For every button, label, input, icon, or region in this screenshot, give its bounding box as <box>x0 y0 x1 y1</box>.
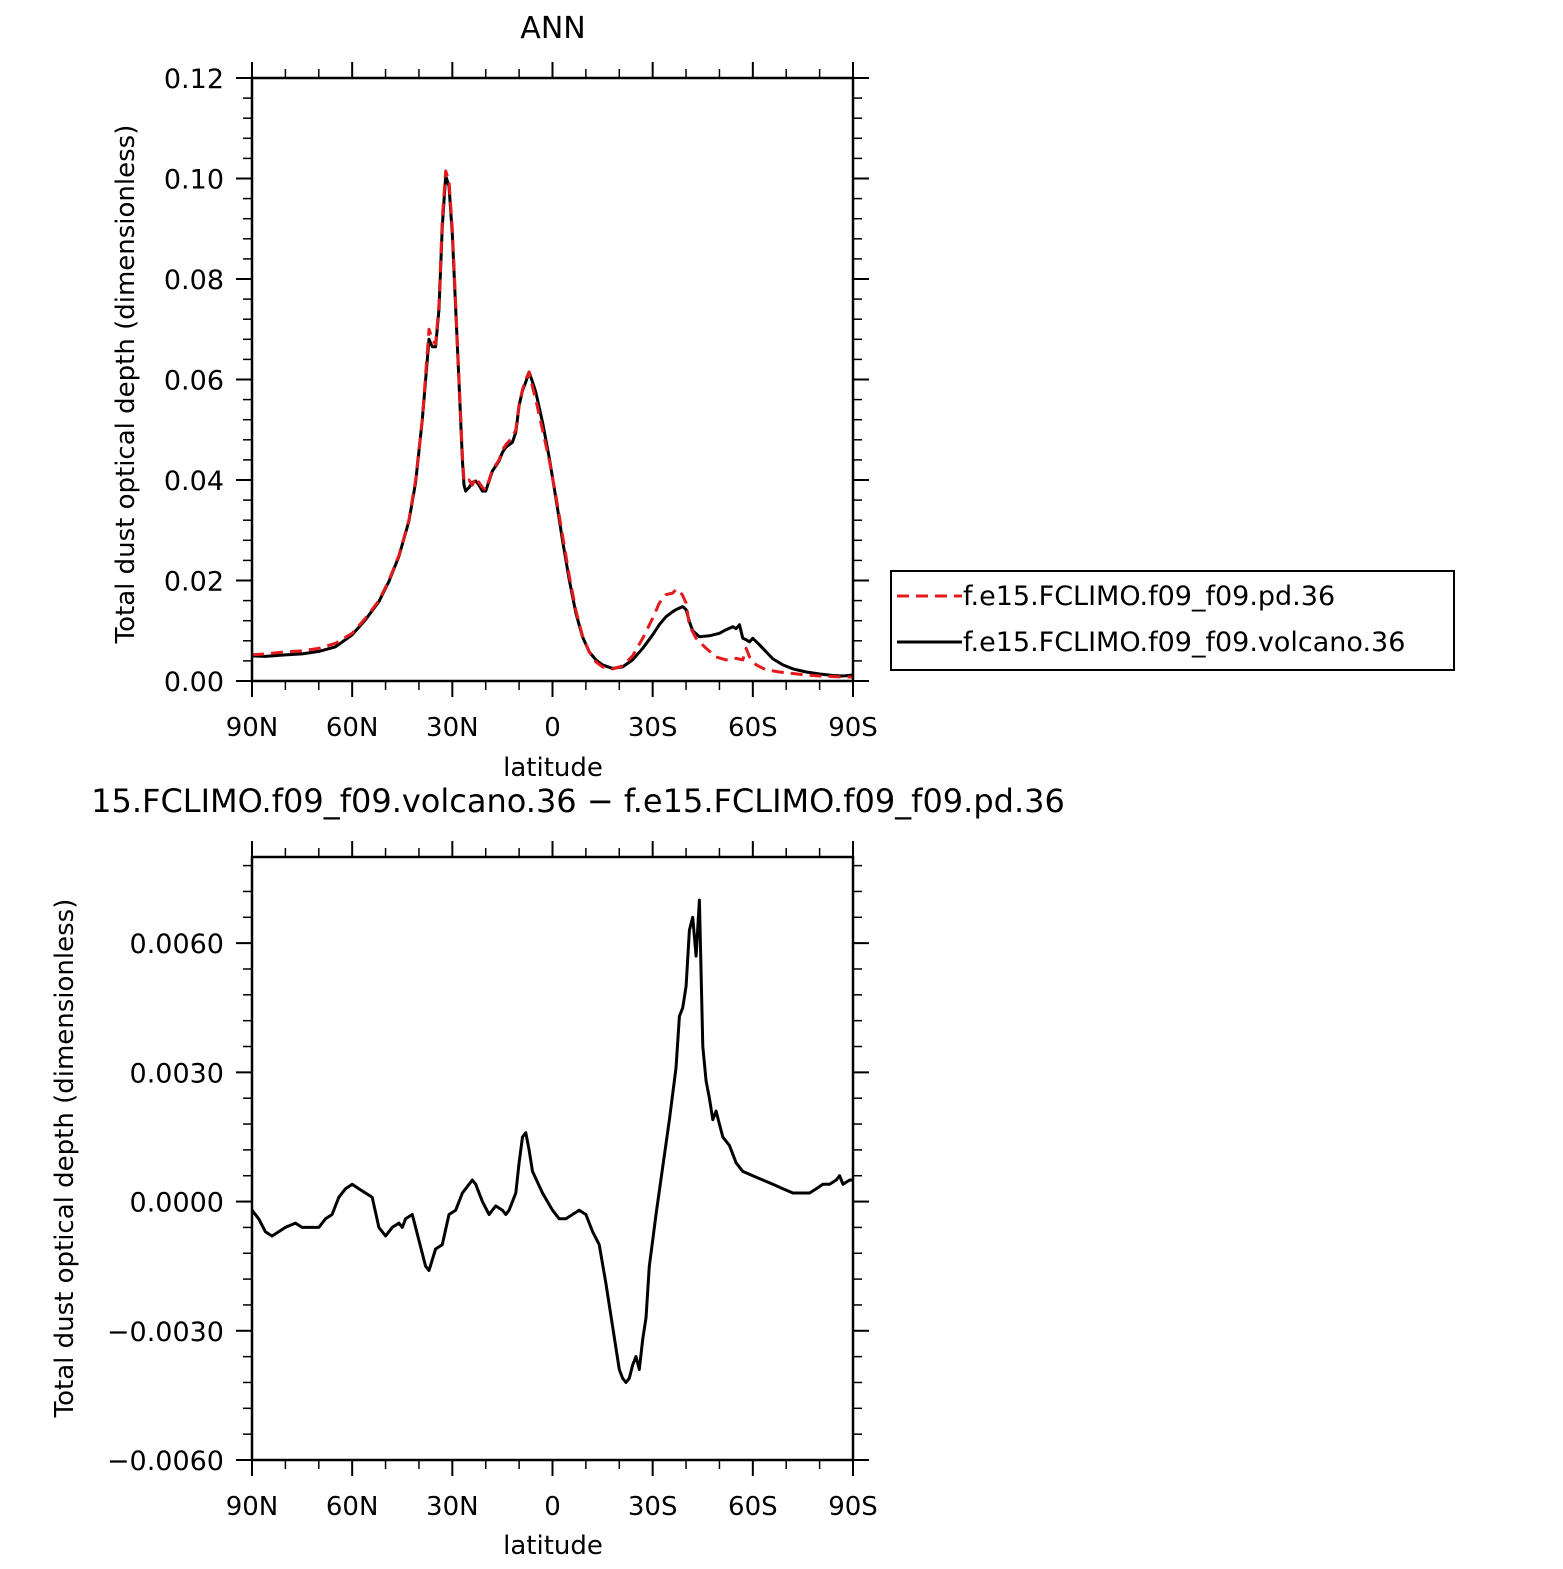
top-y-tick-label: 0.10 <box>164 165 224 196</box>
top-x-tick-label: 30N <box>426 713 479 743</box>
legend: f.e15.FCLIMO.f09_f09.pd.36 f.e15.FCLIMO.… <box>890 570 1455 671</box>
bottom-x-tick-label: 30N <box>426 1492 479 1522</box>
top-x-tick-label: 0 <box>544 713 561 743</box>
legend-box <box>890 570 1455 671</box>
bottom-y-tick-label: 0.0000 <box>130 1188 224 1219</box>
bottom-plot-frame <box>250 855 855 1462</box>
top-plot-frame <box>250 76 855 683</box>
bottom-x-tick-label: 60N <box>326 1492 379 1522</box>
bottom-y-axis-label: Total dust optical depth (dimensionless) <box>50 899 80 1419</box>
top-chart-title: ANN <box>520 11 585 46</box>
top-x-tick-label: 60N <box>326 713 379 743</box>
bottom-x-tick-label: 0 <box>544 1492 561 1522</box>
top-series-line-0 <box>251 169 853 679</box>
top-x-tick-label: 90S <box>828 713 878 743</box>
bottom-plot-lines <box>250 898 853 1384</box>
top-y-tick-label: 0.12 <box>164 64 224 95</box>
top-plot-lines <box>251 169 854 679</box>
top-x-tick-labels: 90N 60N 30N 0 30S 60S 90S <box>226 713 878 743</box>
bottom-y-tick-label: −0.0030 <box>107 1317 224 1348</box>
top-x-tick-label: 90N <box>226 713 279 743</box>
bottom-y-tick-label: 0.0030 <box>130 1058 224 1089</box>
top-series-line-1 <box>251 174 854 678</box>
top-axis-ticks <box>236 62 869 697</box>
bottom-x-tick-label: 90N <box>226 1492 279 1522</box>
bottom-y-tick-label: −0.0060 <box>107 1446 224 1477</box>
top-y-tick-label: 0.04 <box>164 466 224 497</box>
bottom-chart-title: 15.FCLIMO.f09_f09.volcano.36 − f.e15.FCL… <box>91 782 1065 820</box>
bottom-x-tick-label: 60S <box>728 1492 778 1522</box>
bottom-y-tick-label: 0.0060 <box>130 929 224 960</box>
bottom-x-tick-label: 30S <box>628 1492 678 1522</box>
top-x-axis-label: latitude <box>503 753 603 783</box>
top-x-tick-label: 60S <box>728 713 778 743</box>
top-y-tick-labels: 0.00 0.02 0.04 0.06 0.08 0.10 0.12 <box>164 64 224 698</box>
top-y-tick-label: 0.08 <box>164 265 224 296</box>
bottom-x-tick-label: 90S <box>828 1492 878 1522</box>
top-y-tick-label: 0.06 <box>164 366 224 397</box>
bottom-x-tick-labels: 90N 60N 30N 0 30S 60S 90S <box>226 1492 878 1522</box>
top-panel: ANN Total dust optical depth (dimensionl… <box>111 11 1455 783</box>
top-y-tick-label: 0.00 <box>164 667 224 698</box>
bottom-panel: 15.FCLIMO.f09_f09.volcano.36 − f.e15.FCL… <box>50 782 1065 1561</box>
legend-label-pd: f.e15.FCLIMO.f09_f09.pd.36 <box>963 581 1335 612</box>
top-y-tick-label: 0.02 <box>164 567 224 598</box>
top-x-tick-label: 30S <box>628 713 678 743</box>
bottom-x-axis-label: latitude <box>503 1531 603 1561</box>
bottom-axis-ticks <box>236 841 869 1476</box>
top-y-axis-label: Total dust optical depth (dimensionless) <box>111 125 141 645</box>
legend-label-volcano: f.e15.FCLIMO.f09_f09.volcano.36 <box>963 627 1405 658</box>
bottom-y-tick-labels: −0.0060 −0.0030 0.0000 0.0030 0.0060 <box>107 929 224 1477</box>
bottom-series-line-0 <box>250 898 853 1384</box>
